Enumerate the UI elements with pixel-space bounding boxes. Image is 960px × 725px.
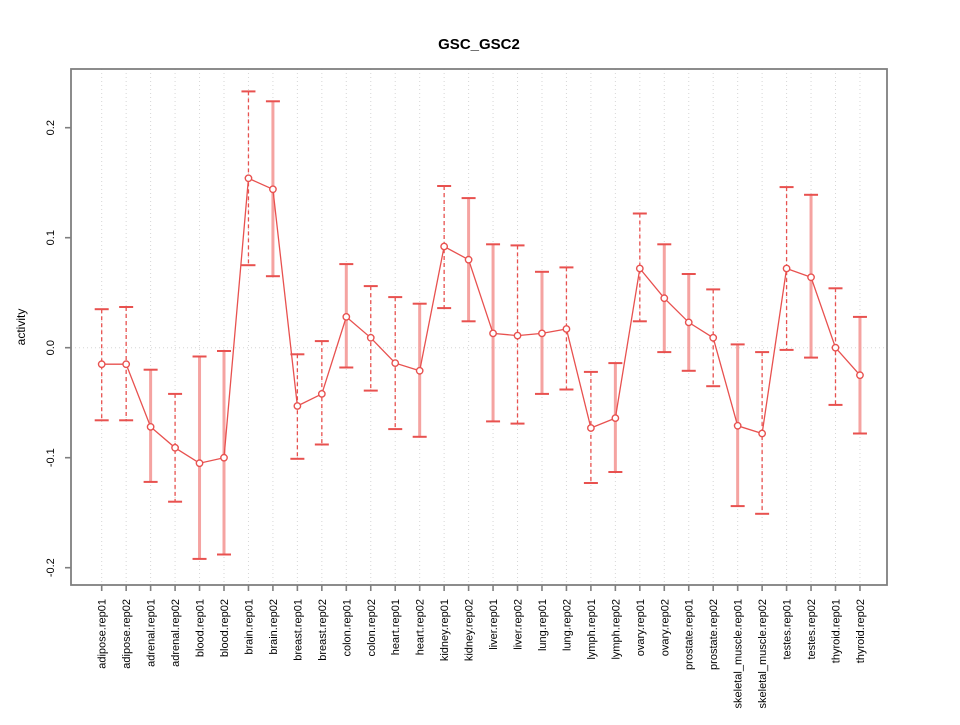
y-tick-label: 0.0 [45, 340, 57, 355]
x-tick-label: lymph.rep01 [586, 599, 598, 660]
data-point [856, 371, 864, 380]
data-point [709, 333, 718, 342]
x-tick-label: heart.rep02 [415, 599, 427, 655]
x-tick-label: adrenal.rep02 [170, 599, 182, 667]
data-point [464, 255, 473, 264]
x-tick-label: ovary.rep01 [635, 599, 647, 656]
grid-layer [71, 69, 887, 585]
x-tick-label: liver.rep02 [513, 599, 525, 650]
series-line-layer [101, 177, 861, 464]
data-point [440, 242, 449, 251]
series-line [101, 177, 861, 464]
data-point [317, 389, 326, 398]
data-point [782, 264, 791, 273]
x-tick-label: thyroid.rep02 [855, 599, 867, 663]
x-tick-label: testes.rep02 [806, 599, 818, 660]
x-tick-label: blood.rep01 [195, 599, 207, 657]
data-point [220, 453, 228, 462]
x-tick-label: prostate.rep01 [684, 599, 696, 670]
x-tick-label: heart.rep01 [390, 599, 402, 655]
x-tick-label: testes.rep01 [782, 599, 794, 660]
x-tick-label: colon.rep02 [366, 599, 378, 657]
x-tick-label: kidney.rep01 [439, 599, 451, 661]
x-tick-label: adrenal.rep01 [146, 599, 158, 667]
x-tick-label: liver.rep01 [488, 599, 500, 650]
data-point [171, 443, 179, 452]
x-tick-label: adipose.rep02 [121, 599, 133, 669]
data-point [733, 421, 742, 430]
x-tick-label: adipose.rep01 [97, 599, 109, 669]
y-tick-label: -0.2 [45, 558, 57, 577]
error-bars-layer [94, 90, 867, 560]
x-tick-label: breast.rep02 [317, 599, 329, 661]
data-point [342, 312, 351, 321]
data-points-layer [97, 174, 864, 468]
data-point [513, 331, 522, 340]
data-point [97, 360, 106, 369]
axes-layer [65, 68, 888, 591]
tick-labels-layer: adipose.rep01 adipose.rep02 adrenal.rep01 a… [45, 120, 867, 708]
data-point [758, 429, 767, 438]
data-point [807, 273, 815, 282]
data-point [269, 185, 277, 194]
data-point [366, 333, 375, 342]
data-point [660, 294, 669, 303]
data-point [611, 414, 620, 422]
x-tick-label: kidney.rep02 [464, 599, 476, 661]
x-tick-label: brain.rep01 [243, 599, 255, 655]
x-tick-label: skeletal_muscle.rep01 [733, 599, 745, 708]
chart-title: GSC_GSC2 [438, 36, 520, 53]
data-point [146, 422, 155, 431]
data-point [587, 424, 595, 432]
data-point [831, 343, 840, 352]
x-tick-label: prostate.rep02 [708, 599, 720, 670]
data-point [293, 402, 302, 410]
x-tick-label: lung.rep01 [537, 599, 549, 651]
data-point [391, 359, 400, 367]
data-point [684, 318, 693, 327]
x-tick-label: brain.rep02 [268, 599, 280, 655]
plot-border [70, 68, 888, 586]
x-tick-label: lung.rep02 [561, 599, 573, 651]
x-tick-label: thyroid.rep01 [831, 599, 843, 663]
x-tick-label: breast.rep01 [292, 599, 304, 661]
y-tick-label: 0.2 [45, 120, 57, 135]
data-point [489, 329, 497, 338]
x-tick-label: colon.rep01 [341, 599, 353, 657]
data-point [538, 329, 546, 338]
data-point [635, 264, 644, 273]
data-point [122, 360, 131, 369]
x-tick-label: ovary.rep02 [659, 599, 671, 656]
y-tick-label: 0.1 [45, 230, 57, 245]
y-axis-title: activity [14, 309, 28, 346]
data-point [195, 459, 204, 468]
data-point [244, 174, 253, 183]
data-point [415, 366, 424, 375]
data-point [562, 325, 571, 333]
x-tick-label: lymph.rep02 [610, 599, 622, 660]
y-tick-label: -0.1 [45, 448, 57, 467]
x-tick-label: skeletal_muscle.rep02 [757, 599, 769, 708]
x-tick-label: blood.rep02 [219, 599, 231, 657]
